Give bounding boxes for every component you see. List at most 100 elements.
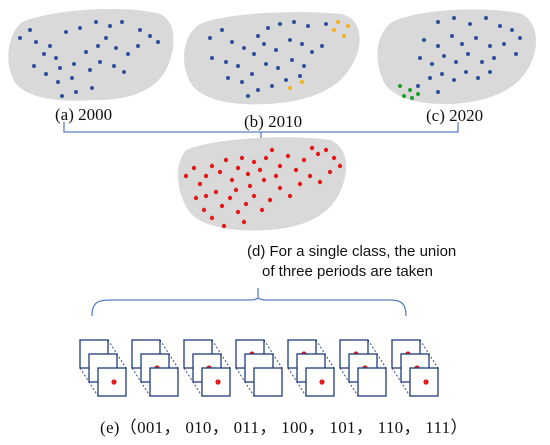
- union-point: [219, 203, 225, 209]
- point-2000: [60, 94, 64, 98]
- point-2020: [422, 38, 426, 42]
- cube-face: [253, 367, 283, 397]
- cube-face: [357, 367, 387, 397]
- point-2000: [114, 46, 118, 50]
- point-2020-new: [408, 88, 412, 92]
- union-point: [193, 195, 199, 201]
- point-2020: [488, 44, 492, 48]
- point-2010: [320, 44, 324, 48]
- cube-edge: [211, 339, 231, 369]
- point-2010: [230, 40, 234, 44]
- union-point: [209, 215, 215, 221]
- point-2010: [276, 66, 280, 70]
- union-point: [285, 153, 291, 159]
- union-point: [229, 177, 235, 183]
- union-point: [203, 193, 209, 199]
- point-2020: [452, 78, 456, 82]
- point-2020: [518, 36, 522, 40]
- point-2000: [96, 44, 100, 48]
- code-cube-groups: [79, 339, 439, 397]
- point-2010: [242, 46, 246, 50]
- codes-caption: (e)（001， 010， 011， 100， 101， 110， 111）: [100, 418, 468, 437]
- point-2020: [418, 56, 422, 60]
- union-point: [315, 151, 321, 157]
- point-2020-new: [410, 96, 414, 100]
- point-2020: [440, 72, 444, 76]
- point-2000: [104, 36, 108, 40]
- cube-edge: [263, 339, 283, 369]
- code-cube-101: [287, 339, 335, 397]
- cube-edge: [287, 367, 307, 397]
- union-point: [235, 165, 241, 171]
- point-2010: [310, 50, 314, 54]
- point-2010: [210, 56, 214, 60]
- point-2010: [278, 22, 282, 26]
- cube-edge: [131, 367, 151, 397]
- point-2000: [18, 36, 22, 40]
- cube-edge: [339, 367, 359, 397]
- point-2010: [270, 84, 274, 88]
- point-2020: [480, 60, 484, 64]
- caption-2010: (b) 2010: [244, 112, 303, 131]
- point-2000: [112, 64, 116, 68]
- code-cube-110: [339, 339, 387, 397]
- point-2000: [84, 50, 88, 54]
- point-2010: [324, 22, 328, 26]
- union-point: [197, 181, 203, 187]
- points-2020: [398, 16, 522, 100]
- union-point: [293, 167, 299, 173]
- point-2020: [454, 60, 458, 64]
- union-point: [301, 157, 307, 163]
- code-cube-111: [391, 339, 439, 397]
- union-point: [287, 193, 293, 199]
- point-2000: [148, 34, 152, 38]
- point-2010: [262, 42, 266, 46]
- union-caption-line2: of three periods are taken: [262, 263, 433, 281]
- union-point: [337, 163, 343, 169]
- union-point: [263, 155, 269, 161]
- point-2000: [74, 90, 78, 94]
- cube-face: [149, 367, 179, 397]
- region-blob-2020: [377, 9, 537, 104]
- point-2000: [64, 30, 68, 34]
- union-point: [297, 181, 303, 187]
- union-point: [201, 207, 207, 213]
- point-2010: [236, 64, 240, 68]
- expand-bracket: [91, 288, 407, 317]
- union-point: [331, 155, 337, 161]
- cube-edge: [367, 339, 387, 369]
- point-2010-new: [346, 24, 350, 28]
- point-2010-new: [332, 28, 336, 32]
- point-2010: [284, 78, 288, 82]
- union-point: [257, 167, 263, 173]
- point-2000: [156, 40, 160, 44]
- union-point: [183, 173, 189, 179]
- union-point: [317, 179, 323, 185]
- point-2010: [264, 62, 268, 66]
- point-2010: [246, 94, 250, 98]
- point-2010-new: [336, 20, 340, 24]
- union-point: [191, 165, 197, 171]
- point-2010: [274, 48, 278, 52]
- point-2010: [224, 60, 228, 64]
- union-point: [261, 177, 267, 183]
- point-2010-new: [288, 86, 292, 90]
- code-cube-010: [131, 339, 179, 397]
- union-point: [203, 173, 209, 179]
- point-2010: [240, 80, 244, 84]
- cube-edge: [391, 367, 411, 397]
- union-point: [217, 169, 223, 175]
- point-2000: [42, 52, 46, 56]
- point-2000: [72, 62, 76, 66]
- cube-edge: [315, 339, 335, 369]
- union-point: [239, 155, 245, 161]
- union-point: [277, 163, 283, 169]
- point-2000: [90, 86, 94, 90]
- cube-bit-dot: [319, 379, 325, 385]
- point-2020: [430, 62, 434, 66]
- union-point: [277, 185, 283, 191]
- point-2000: [122, 70, 126, 74]
- cube-edge: [419, 339, 439, 369]
- cube-edge: [235, 367, 255, 397]
- region-blob-2010: [184, 12, 360, 105]
